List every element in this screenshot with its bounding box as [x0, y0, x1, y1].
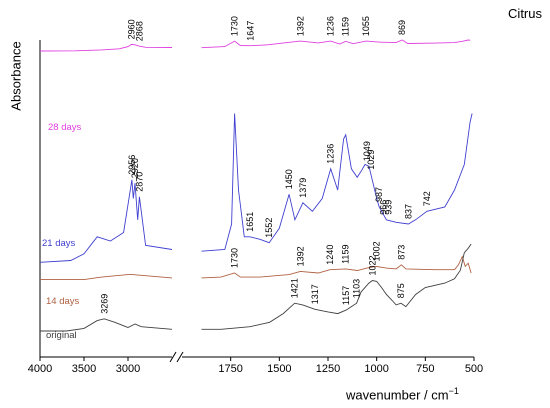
peak-label: 1159 — [341, 17, 351, 36]
series-line-21-days — [39, 179, 173, 263]
series-label: 14 days — [46, 296, 80, 307]
peak-label: 742 — [422, 191, 432, 206]
peak-label: 1159 — [341, 245, 351, 264]
x-tick-label: 750 — [416, 363, 434, 375]
series-label: 21 days — [42, 238, 76, 249]
peak-label: 873 — [396, 245, 406, 260]
series-line-28-days — [201, 39, 471, 49]
peak-label: 1236 — [326, 16, 336, 36]
chart-title: Citrus — [508, 6, 542, 21]
x-tick-label: 1750 — [218, 363, 242, 375]
axis-break-mark — [169, 351, 177, 363]
peak-label: 2868 — [135, 21, 145, 41]
x-tick-label: 3500 — [72, 363, 96, 375]
peak-label: 939 — [384, 200, 394, 215]
series-label: 28 days — [48, 122, 82, 133]
peak-label: 1651 — [245, 212, 255, 232]
peak-label: 1055 — [361, 16, 371, 36]
peak-label: 2870 — [134, 172, 144, 192]
x-tick-label: 1500 — [267, 363, 291, 375]
peak-label: 1240 — [325, 245, 335, 265]
peak-label: 2960 — [127, 19, 137, 39]
peak-label: 1236 — [326, 144, 336, 164]
x-tick-label: 4000 — [28, 363, 52, 375]
series-line-14-days — [40, 274, 173, 281]
peak-label: 1730 — [230, 16, 240, 36]
x-tick-label: 1000 — [364, 363, 388, 375]
peak-label: 2920 — [130, 158, 140, 178]
peak-label: 1450 — [284, 169, 294, 189]
axis-break-mark — [176, 351, 184, 363]
peak-label: 1647 — [246, 21, 256, 41]
peak-label: 1002 — [371, 241, 381, 261]
peak-label: 875 — [396, 283, 406, 298]
peak-label: 1103 — [352, 279, 362, 298]
peak-label: 1022 — [367, 255, 377, 275]
peak-label: 2956 — [127, 155, 137, 175]
series-line-28-days — [39, 43, 173, 52]
x-axis-label-unit-exponent: −1 — [448, 386, 459, 396]
series-line-original — [201, 243, 472, 330]
peak-label: 1421 — [290, 278, 300, 298]
x-tick-label: 3000 — [116, 363, 140, 375]
peak-label: 1730 — [230, 248, 240, 268]
peak-label: 1049 — [362, 141, 372, 161]
peak-label: 869 — [397, 20, 407, 35]
series-line-21-days — [201, 113, 473, 252]
peak-label: 1029 — [366, 150, 376, 170]
peak-label: 837 — [403, 204, 413, 219]
peak-label: 1157 — [341, 286, 351, 305]
series-line-original — [40, 318, 173, 332]
peak-label: 1379 — [298, 178, 308, 198]
peak-label: 1552 — [264, 218, 274, 238]
peak-label: 987 — [374, 187, 384, 202]
peak-label: 966 — [378, 200, 388, 215]
peak-label: 1392 — [295, 246, 305, 266]
x-axis-label: wavenumber / cm−1 — [346, 386, 459, 402]
series-label: original — [46, 330, 77, 341]
x-axis-label-text: wavenumber / cm — [346, 387, 449, 403]
peak-label: 1392 — [295, 16, 305, 36]
x-tick-label: 500 — [465, 363, 483, 375]
x-tick-label: 1250 — [316, 363, 340, 375]
peak-label: 3269 — [99, 294, 109, 314]
peak-label: 1317 — [310, 284, 320, 304]
series-line-14-days — [201, 255, 472, 279]
